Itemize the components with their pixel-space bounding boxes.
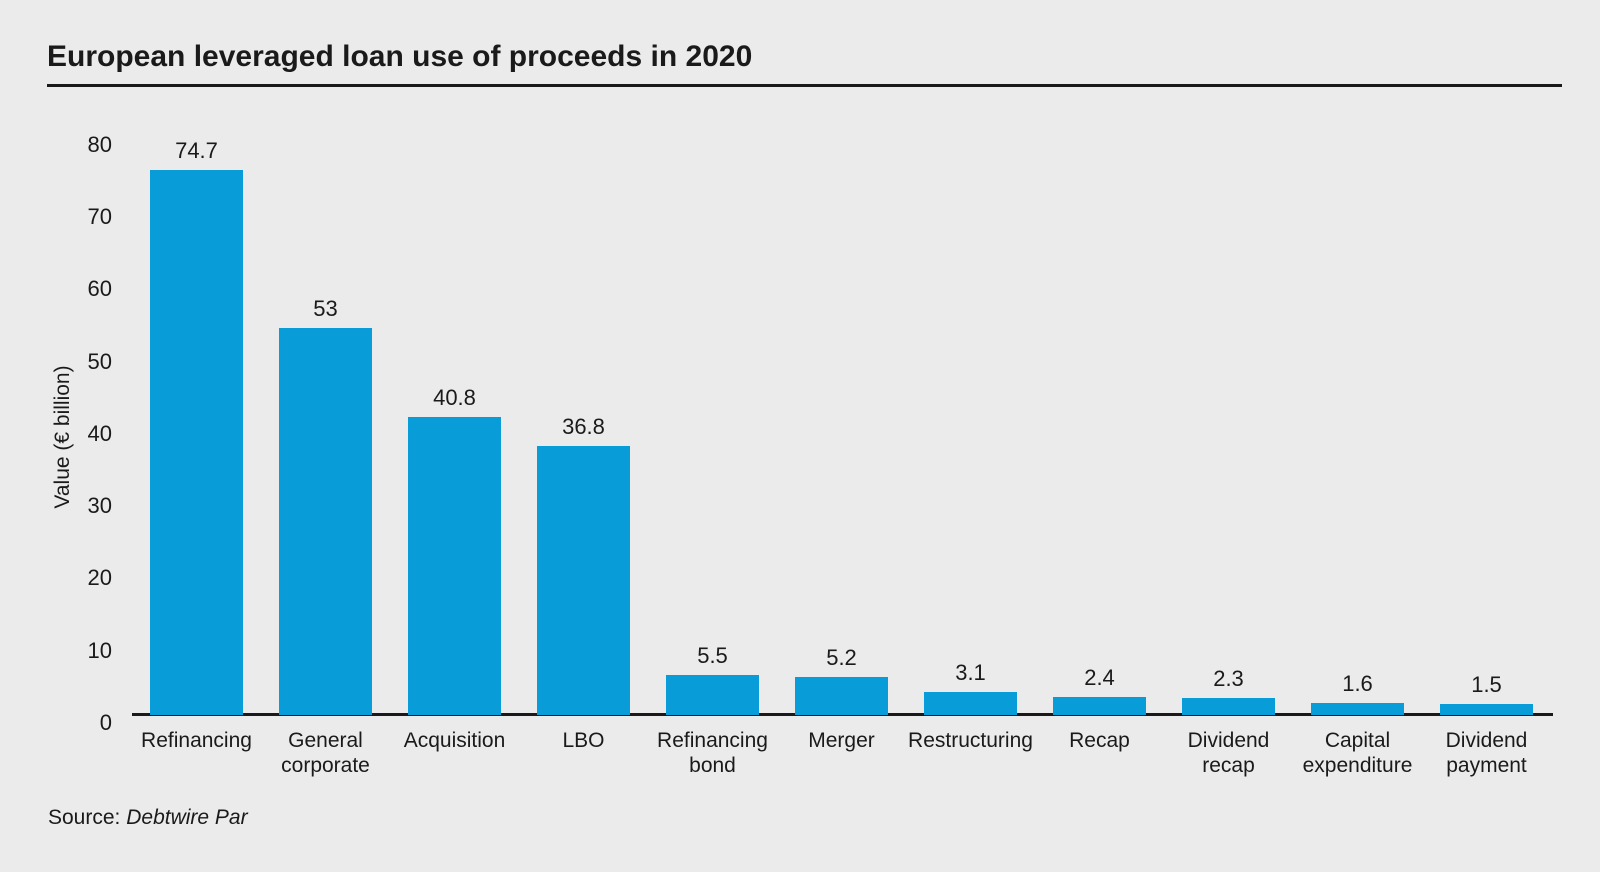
y-tick-label: 40 <box>87 420 112 446</box>
bar <box>795 677 888 715</box>
x-category-label: Capital expenditure <box>1302 729 1413 777</box>
bar-value-label: 1.6 <box>1342 671 1373 696</box>
bar-value-label: 3.1 <box>955 660 986 685</box>
y-tick-label: 50 <box>87 348 112 374</box>
bar-value-label: 1.5 <box>1471 672 1502 697</box>
x-category-label: Recap <box>1069 729 1130 752</box>
bar <box>1311 703 1404 715</box>
bar <box>537 446 630 715</box>
x-category-label: Merger <box>808 729 875 752</box>
x-category-label: Dividend payment <box>1445 729 1528 777</box>
bar <box>1053 697 1146 715</box>
bar <box>1182 698 1275 715</box>
bar-value-label: 40.8 <box>433 385 476 410</box>
bar-value-label: 36.8 <box>562 414 605 439</box>
source-prefix: Source: <box>48 806 127 829</box>
y-tick-label: 20 <box>87 565 112 591</box>
bar <box>1440 704 1533 715</box>
x-category-label: Acquisition <box>403 729 506 752</box>
title-underline <box>47 84 1562 87</box>
source-name: Debtwire Par <box>126 806 248 829</box>
x-category-label: Refinancing <box>141 729 252 752</box>
y-tick-label: 80 <box>87 131 112 157</box>
source-line: Source: Debtwire Par <box>48 806 248 830</box>
x-category-label: LBO <box>562 729 605 752</box>
y-tick-label: 0 <box>99 710 112 735</box>
y-tick-label: 30 <box>87 493 112 519</box>
bar <box>924 692 1017 715</box>
bar <box>408 417 501 715</box>
bar <box>279 328 372 715</box>
bar-value-label: 2.4 <box>1084 665 1115 690</box>
x-category-label: Restructuring <box>908 729 1033 752</box>
bar <box>666 675 759 715</box>
x-category-label: Refinancing bond <box>657 729 768 777</box>
y-tick-label: 70 <box>87 203 112 229</box>
y-tick-label: 10 <box>87 637 112 663</box>
x-category-label: General corporate <box>281 729 370 777</box>
bar <box>150 170 243 715</box>
x-category-label: Dividend recap <box>1187 729 1270 777</box>
bar-value-label: 2.3 <box>1213 666 1244 691</box>
y-tick-label: 60 <box>87 276 112 302</box>
chart-title: European leveraged loan use of proceeds … <box>47 40 753 73</box>
bar-value-label: 74.7 <box>175 138 218 163</box>
bar-value-label: 5.2 <box>826 645 857 670</box>
bar-value-label: 53 <box>313 296 338 321</box>
bar-value-label: 5.5 <box>697 643 728 668</box>
